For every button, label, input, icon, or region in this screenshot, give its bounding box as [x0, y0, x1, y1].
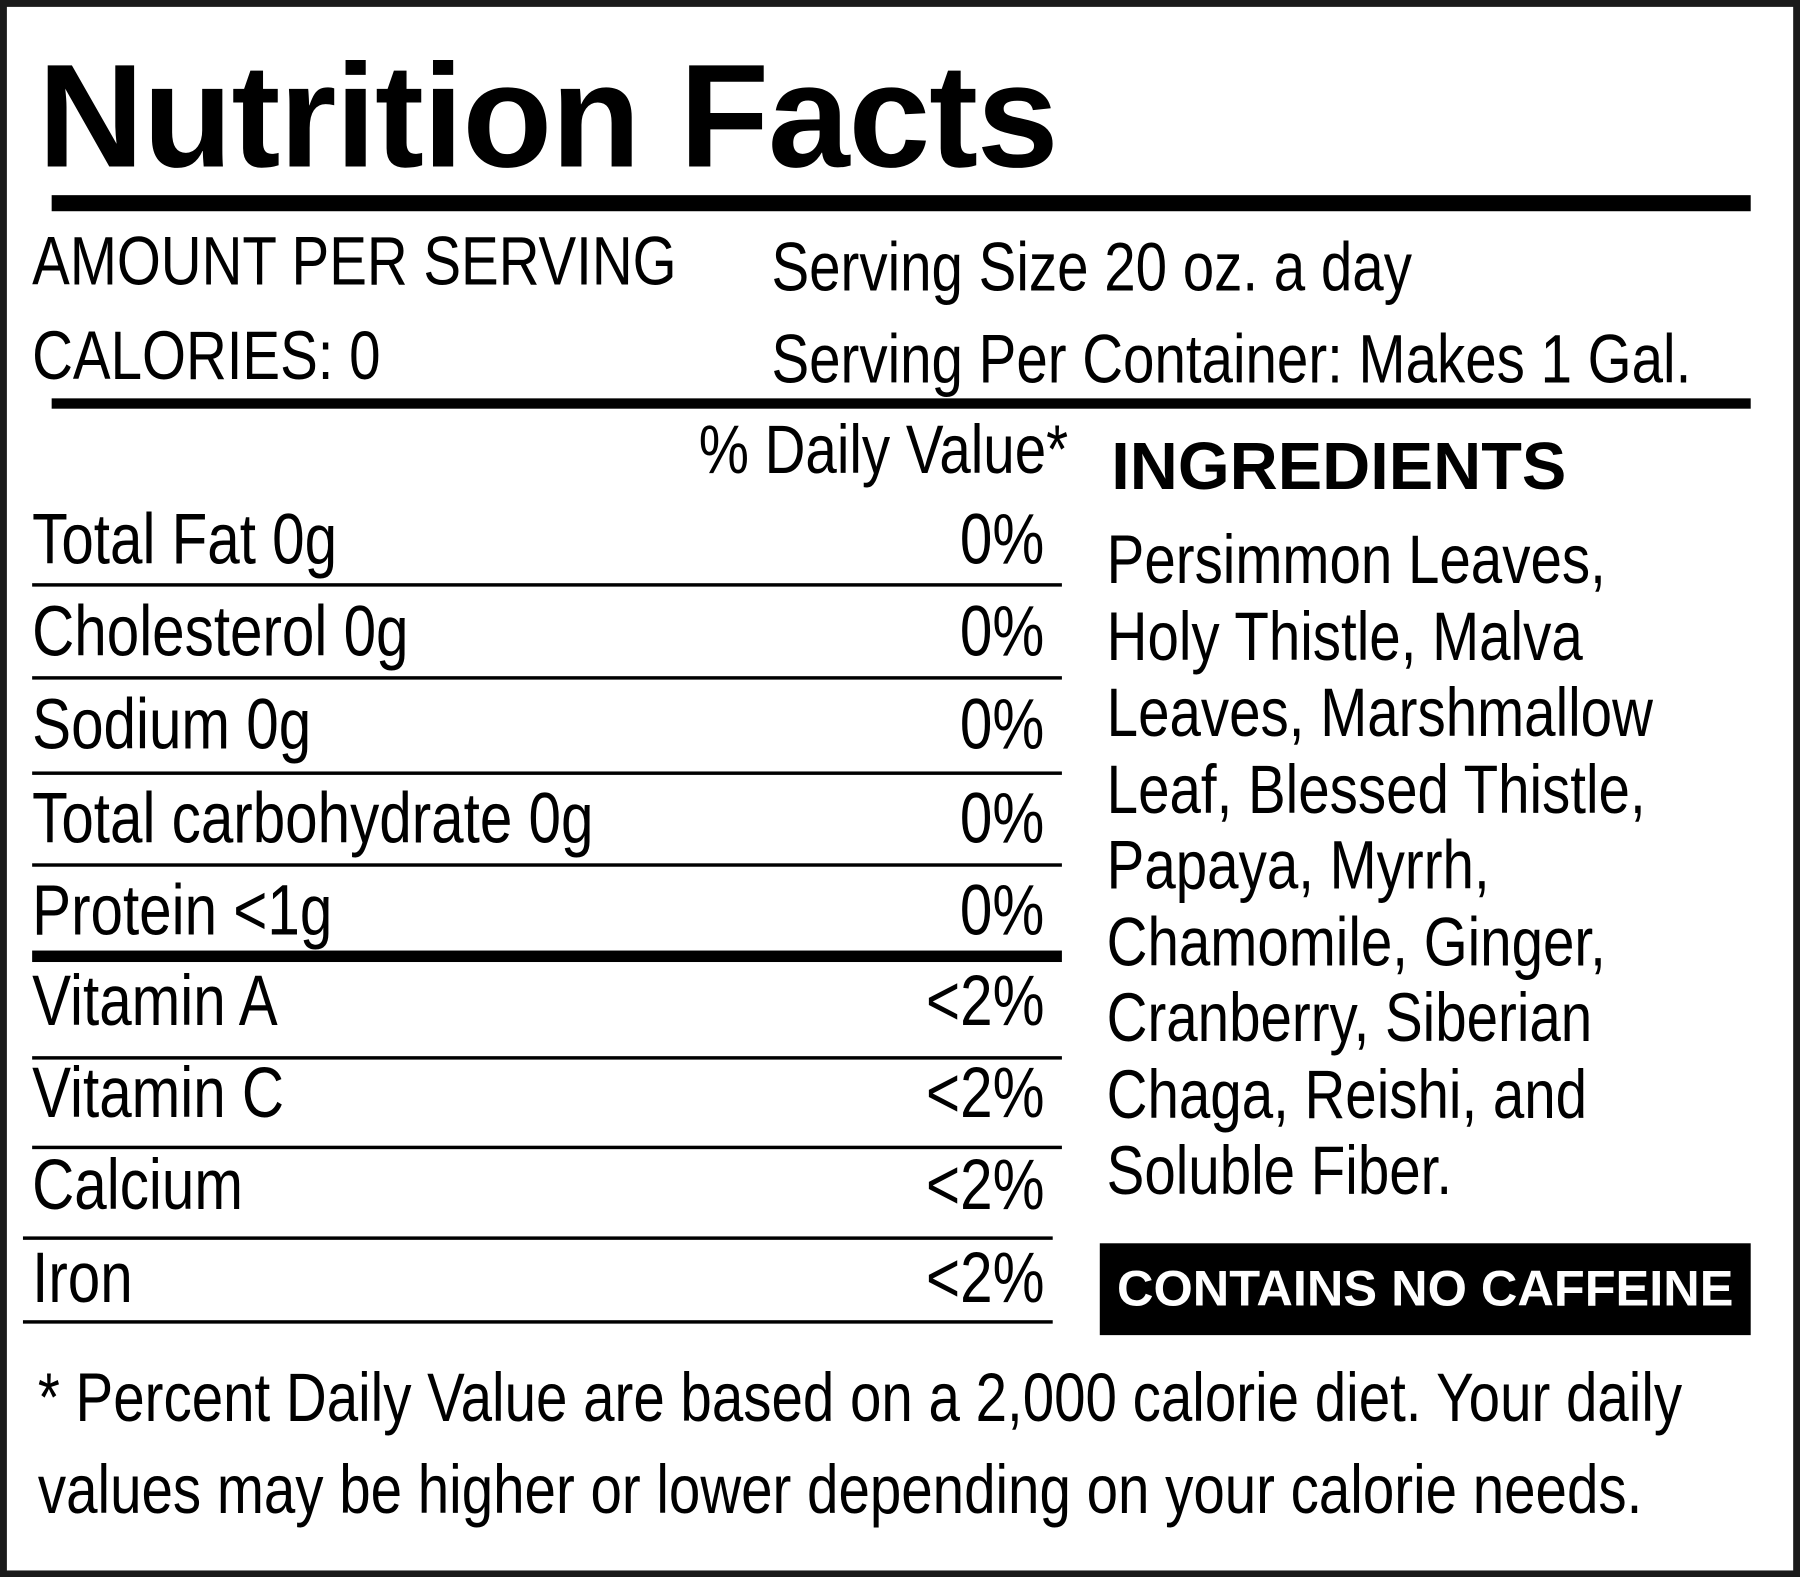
ingredients-line: Cranberry, Siberian: [1106, 979, 1593, 1057]
divider-medium: [51, 398, 1751, 409]
ingredients-line: Leaves, Marshmallow: [1106, 673, 1653, 751]
nutrient-label: Protein <1g: [32, 871, 333, 951]
nutrient-daily-value: <2%: [926, 1053, 1045, 1134]
label-title: Nutrition Facts: [37, 34, 1059, 199]
row-divider: [32, 863, 1062, 867]
nutrient-daily-value: 0%: [960, 871, 1045, 951]
ingredients-line: Papaya, Myrrh,: [1106, 826, 1490, 904]
nutrient-label: Total Fat 0g: [32, 500, 338, 580]
no-caffeine-text: CONTAINS NO CAFFEINE: [1117, 1260, 1734, 1317]
nutrient-daily-value: <2%: [926, 962, 1045, 1042]
no-caffeine-badge: CONTAINS NO CAFFEINE: [1099, 1243, 1751, 1336]
nutrient-daily-value: 0%: [960, 685, 1045, 765]
row-divider: [32, 1056, 1062, 1060]
nutrient-label: Calcium: [32, 1145, 243, 1225]
nutrient-label: Iron: [32, 1238, 133, 1318]
amount-per-serving: AMOUNT PER SERVING: [32, 222, 677, 300]
ingredients-line: Soluble Fiber.: [1106, 1131, 1453, 1209]
servings-per-container: Serving Per Container: Makes 1 Gal.: [771, 320, 1692, 398]
ingredients-heading: INGREDIENTS: [1111, 429, 1567, 504]
nutrient-label: Vitamin C: [32, 1053, 285, 1134]
daily-value-header: % Daily Value*: [698, 410, 1068, 488]
ingredients-line: Leaf, Blessed Thistle,: [1106, 750, 1646, 828]
ingredients-line: Chaga, Reishi, and: [1106, 1055, 1588, 1133]
calories: CALORIES: 0: [32, 316, 381, 394]
row-divider: [22, 1320, 1053, 1324]
ingredients-line: Persimmon Leaves,: [1106, 521, 1606, 599]
nutrient-label: Vitamin A: [32, 962, 278, 1042]
nutrient-daily-value: 0%: [960, 592, 1045, 672]
serving-size: Serving Size 20 oz. a day: [771, 228, 1412, 306]
row-divider: [22, 1236, 1053, 1240]
ingredients-line: Chamomile, Ginger,: [1106, 902, 1606, 980]
footnote-line: * Percent Daily Value are based on a 2,0…: [37, 1359, 1683, 1437]
row-divider: [32, 1145, 1062, 1150]
row-divider: [32, 950, 1062, 963]
nutrient-daily-value: <2%: [926, 1145, 1045, 1225]
footnote-line: values may be higher or lower depending …: [37, 1451, 1643, 1528]
row-divider: [32, 771, 1062, 775]
nutrient-daily-value: <2%: [926, 1238, 1045, 1318]
nutrient-daily-value: 0%: [960, 500, 1045, 580]
row-divider: [32, 583, 1062, 587]
divider-thick: [51, 195, 1751, 212]
nutrient-daily-value: 0%: [960, 779, 1045, 859]
nutrient-label: Cholesterol 0g: [32, 592, 409, 672]
row-divider: [32, 676, 1062, 680]
nutrient-label: Total carbohydrate 0g: [32, 779, 594, 859]
nutrient-label: Sodium 0g: [32, 685, 312, 765]
ingredients-line: Holy Thistle, Malva: [1106, 597, 1583, 675]
